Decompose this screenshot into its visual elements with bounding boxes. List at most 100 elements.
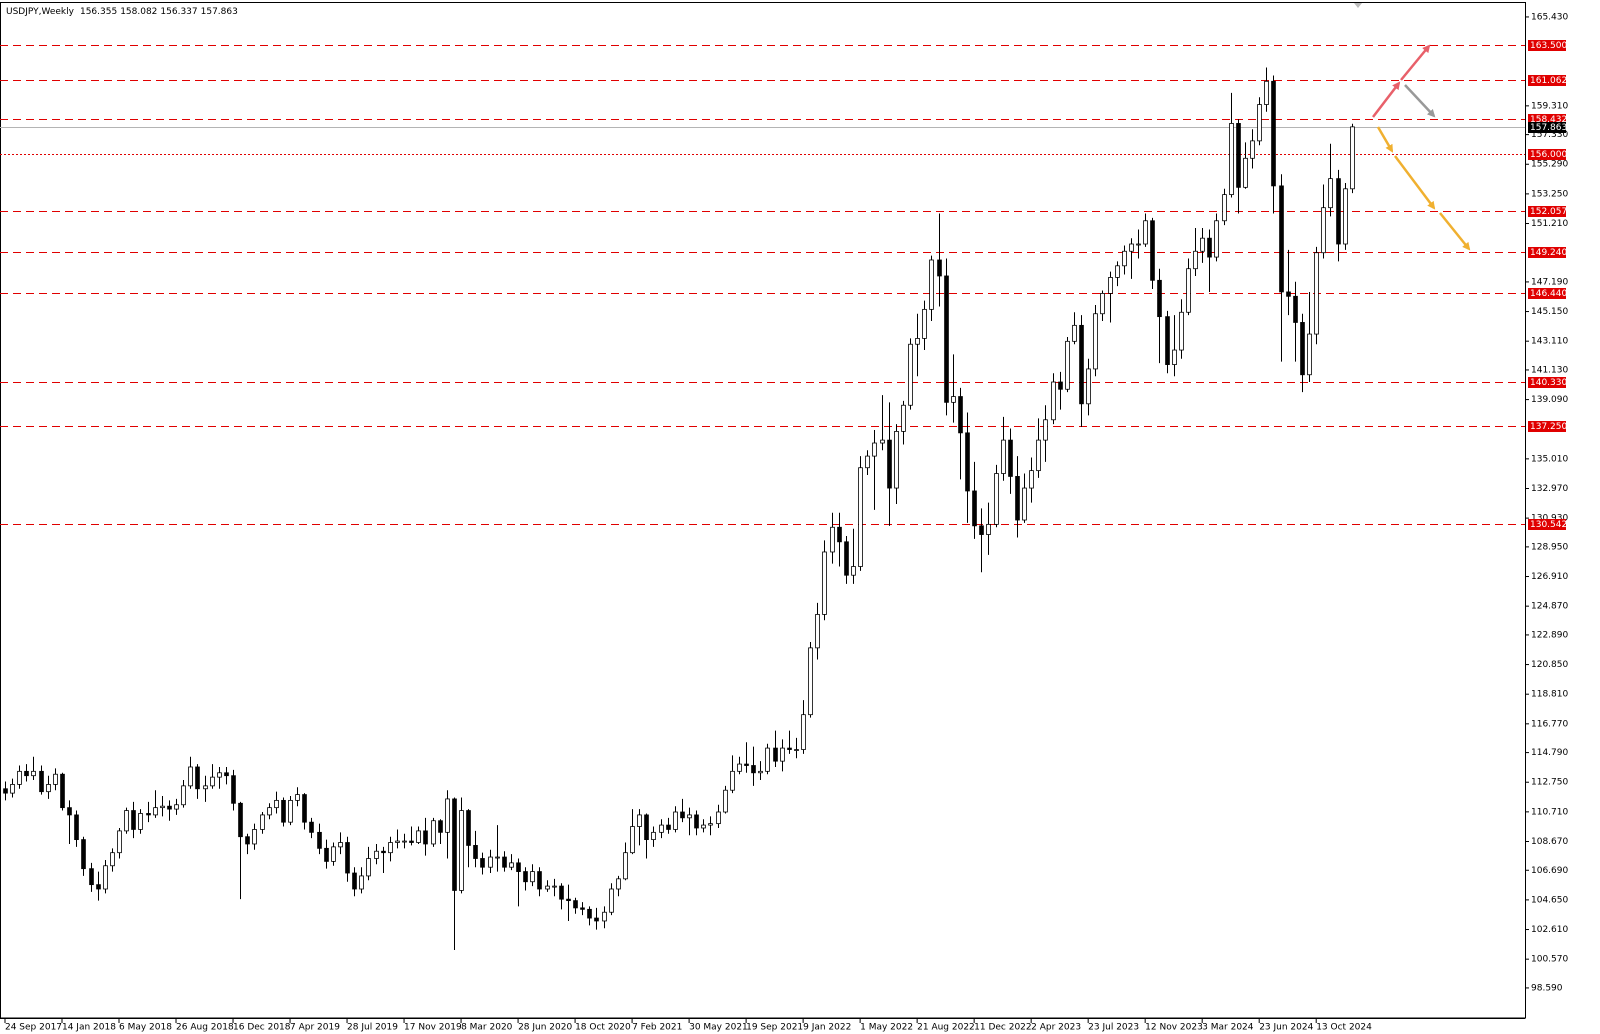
candle-body (402, 840, 407, 843)
candle-body (445, 798, 450, 833)
candle-body (523, 871, 528, 883)
candle-body (131, 810, 136, 830)
candle-body (1157, 279, 1162, 318)
y-tick-label: 132.970 (1531, 484, 1568, 494)
level-label-box (1528, 40, 1566, 51)
x-tick-label: 21 Aug 2022 (917, 1023, 975, 1033)
x-tick-label: 7 Feb 2021 (632, 1023, 682, 1033)
candle-body (260, 814, 265, 830)
y-tick-label: 116.770 (1531, 719, 1568, 729)
candle-body (580, 907, 585, 910)
candle-body (1058, 381, 1063, 390)
arrow-down (1394, 155, 1436, 210)
candle-body (1293, 295, 1298, 323)
candle-body (545, 885, 550, 890)
candle-body (488, 856, 493, 868)
candle-body (1257, 104, 1262, 142)
candle-body (480, 858, 485, 868)
candle-body (701, 824, 706, 829)
y-tick-label: 159.310 (1531, 101, 1568, 111)
arrow-up (1400, 44, 1431, 81)
candle-body (473, 845, 478, 859)
levels (0, 45, 1525, 525)
candle-body (687, 814, 692, 819)
candle-body (210, 776, 215, 787)
candle-body (1065, 340, 1070, 390)
candle-body (1328, 178, 1333, 209)
candle-body (117, 830, 122, 854)
y-tick-label: 98.590 (1531, 983, 1563, 993)
candle-body (1122, 250, 1127, 267)
candle-body (1136, 243, 1141, 246)
y-tick-label: 108.670 (1531, 837, 1568, 847)
candle-body (1051, 381, 1056, 421)
candle-body (851, 566, 856, 576)
x-tick-label: 24 Sep 2017 (5, 1023, 62, 1033)
y-tick-label: 124.870 (1531, 602, 1568, 612)
candle-body (716, 811, 721, 825)
level-label-box (1528, 75, 1566, 86)
candle-body (224, 772, 229, 777)
candle-body (1279, 185, 1284, 293)
candle-body (1350, 126, 1355, 190)
candle-body (153, 807, 158, 816)
current-price-label: 157.863 (1530, 123, 1567, 133)
candle-body (1243, 157, 1248, 188)
candle-body (110, 852, 115, 867)
candle-body (331, 846, 336, 862)
candle-body (217, 772, 222, 778)
candle-body (1150, 220, 1155, 281)
x-tick-label: 12 Nov 2023 (1145, 1023, 1203, 1033)
scenario-arrows (1354, 3, 1471, 251)
candle-body (1072, 324, 1077, 342)
candle-body (644, 814, 649, 841)
candle-body (352, 872, 357, 890)
x-tick-label: 7 Apr 2019 (290, 1023, 340, 1033)
current-price-box (1528, 122, 1566, 133)
candle-body (345, 842, 350, 874)
level-label: 156.000 (1530, 150, 1567, 160)
candle-body (858, 467, 863, 567)
candle-body (39, 770, 44, 793)
x-tick-label: 23 Jul 2023 (1088, 1023, 1139, 1033)
candle-body (1321, 207, 1326, 254)
candle-body (979, 525, 984, 535)
candle-body (566, 898, 571, 902)
candle-body (937, 259, 942, 277)
candle-body (1029, 470, 1034, 489)
level-label-box (1528, 421, 1566, 432)
candle-body (53, 773, 58, 785)
candle-body (758, 770, 763, 774)
candle-body (103, 865, 108, 890)
candle-body (1100, 292, 1105, 315)
candle-body (708, 823, 713, 826)
candle-body (808, 647, 813, 716)
candle-body (887, 439, 892, 489)
level-label-box (1528, 206, 1566, 217)
candle-body (1108, 277, 1113, 294)
candle-body (1300, 322, 1305, 376)
candle-body (901, 404, 906, 432)
candle-body (338, 842, 343, 848)
x-tick-label: 30 May 2021 (689, 1023, 748, 1033)
candle-body (1193, 250, 1198, 270)
candle-body (972, 490, 977, 527)
candle-body (1129, 243, 1134, 252)
candle-body (359, 875, 364, 890)
x-tick-label: 19 Sep 2021 (746, 1023, 803, 1033)
x-tick-label: 1 May 2022 (860, 1023, 913, 1033)
candle-body (865, 455, 870, 469)
y-tick-label: 126.910 (1531, 572, 1568, 582)
candle-body (1286, 291, 1291, 297)
candle-body (1179, 311, 1184, 351)
candle-body (537, 871, 542, 890)
candle-body (915, 338, 920, 345)
candle-body (509, 862, 514, 868)
candle-body (951, 396, 956, 403)
shift-marker (1354, 3, 1362, 8)
y-tick-label: 165.430 (1531, 12, 1568, 22)
candle-body (267, 807, 272, 816)
candle-body (673, 811, 678, 830)
level-label-box (1528, 288, 1566, 299)
